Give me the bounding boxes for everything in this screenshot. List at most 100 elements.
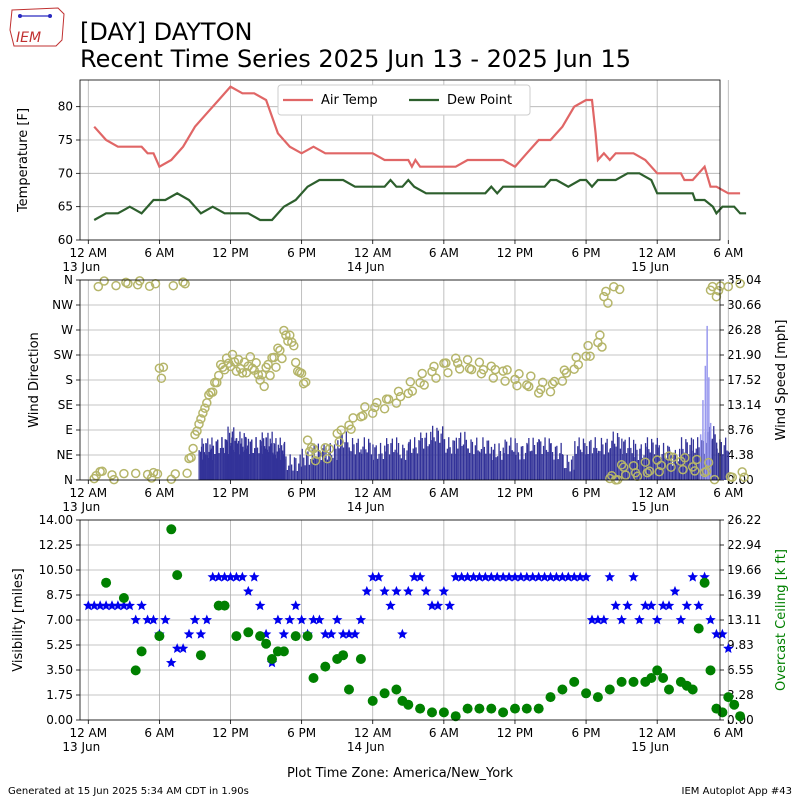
wind-speed-bar [397,443,400,480]
x-tick-label: 12 PM [497,486,534,500]
wind-speed-bar [542,445,545,480]
visibility-point [207,571,218,582]
x-tick-label: 6 AM [429,726,459,740]
wind-speed-bar [399,454,401,480]
visibility-point [349,628,361,639]
wind-direction-point [130,468,141,479]
wind-speed-bar [344,442,346,480]
wind-direction-point [727,472,738,482]
wind-speed-bar [606,438,608,480]
x-tick-label: 12 AM [354,486,392,500]
wind-direction-point [283,336,293,346]
wind-speed-bar [258,453,260,480]
wind-direction-point [739,472,749,482]
wind-direction-point [306,442,317,453]
wind-speed-bar [480,449,483,480]
app-footer: IEM Autoplot App #43 [682,786,792,797]
wind-speed-bar [474,445,476,480]
wind-speed-bar [520,446,522,480]
visibility-point [450,571,461,582]
wind-speed-bar [607,452,610,480]
wind-speed-bar [394,449,396,480]
ceiling-point [154,631,165,642]
visibility-point [361,585,372,596]
ceiling-point [261,638,272,649]
wind-speed-bar [237,440,240,480]
wind-speed-bar [593,447,595,480]
visibility-point [616,614,627,625]
wind-speed-bar [350,451,352,480]
direction-tick-label: SE [58,398,73,412]
wind-direction-point [196,414,206,424]
ceiling-point [415,703,426,714]
visibility-point [420,585,432,596]
wind-speed-bar [631,453,633,480]
wind-speed-bar [568,461,570,480]
wind-direction-point [680,453,690,463]
visibility-point [468,571,479,582]
wind-speed-bar [562,455,564,480]
wind-speed-bar [351,438,354,480]
wind-speed-bar [245,436,247,480]
wind-direction-point [168,280,179,291]
visibility-point [142,614,153,625]
wind-direction-point [690,466,700,476]
visibility-point [598,614,610,625]
visibility-point [409,571,420,582]
wind-speed-bar [356,442,358,480]
wind-speed-bar [462,444,465,480]
wind-direction-point [441,358,451,368]
wind-direction-point [595,330,605,340]
wind-speed-bar [349,450,351,480]
wind-speed-bar [215,441,217,480]
wind-speed-bar [624,439,626,480]
wind-speed-bar [333,444,336,480]
wind-speed-bar [234,440,236,480]
wind-direction-point [158,362,169,372]
wind-direction-point [713,285,724,296]
visibility-point [166,657,177,668]
wind-speed-bar [584,443,586,480]
wind-direction-point [156,373,167,384]
wind-speed-bar [270,444,272,480]
wind-speed-bar [408,441,410,480]
wind-speed-bar [396,452,398,480]
wind-direction-point [547,379,558,389]
wind-speed-bar [433,437,435,480]
wind-direction-point [573,359,584,370]
wind-direction-point [715,281,726,291]
wind-direction-point [322,454,333,464]
x-tick-date-label: 13 Jun [62,500,100,514]
wind-speed-bar [342,447,345,480]
ceiling-point [533,703,544,714]
visibility-point [100,600,112,611]
wind-direction-point [585,351,595,361]
wind-speed-bar [293,457,296,480]
visibility-tick-label: 5.25 [46,638,73,652]
x-tick-date-label: 13 Jun [62,260,100,274]
wind-speed-bar [313,443,315,480]
wind-speed-bar [477,450,479,480]
wind-speed-bar [219,448,222,480]
x-tick-label: 6 AM [713,726,743,740]
ceiling-point [592,692,603,703]
wind-speed-bar [487,440,490,480]
wind-speed-bar [513,451,515,480]
wind-speed-bar [218,453,220,480]
wind-speed-bar [516,443,518,480]
visibility-point [195,628,207,639]
visibility-point [669,585,681,596]
x-tick-label: 6 AM [429,486,459,500]
visibility-point [148,614,159,625]
wind-speed-bar [382,459,384,480]
wind-speed-bar [596,448,598,480]
wind-speed-bar [199,451,202,480]
ceiling-point [219,600,230,611]
wind-speed-bar [303,457,305,480]
wind-direction-point [395,391,406,402]
legend-entry: Air Temp [321,93,378,108]
wind-direction-point [259,381,269,392]
wind-speed-bar [296,471,298,480]
wind-speed-bar [483,446,485,480]
wind-gust-bar [706,325,708,480]
